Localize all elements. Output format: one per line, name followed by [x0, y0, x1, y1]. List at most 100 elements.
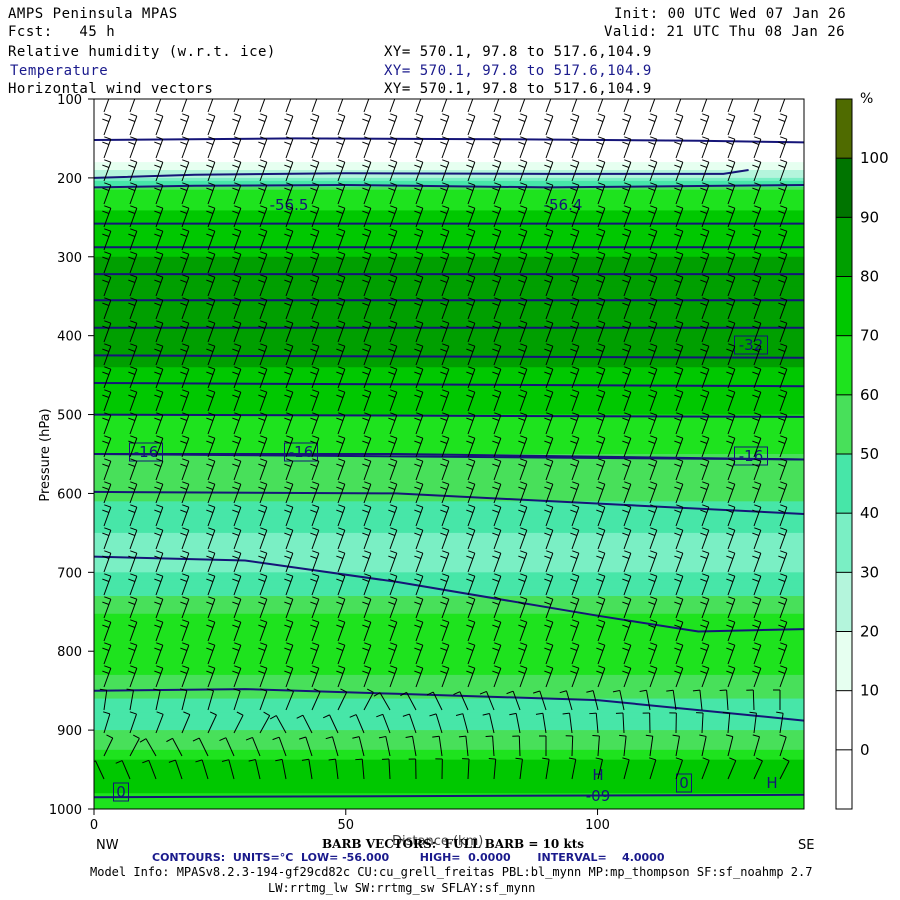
wind-barb	[518, 366, 528, 389]
wind-barb-flag	[699, 734, 707, 737]
wind-barb-flag	[466, 601, 474, 605]
wind-barb	[180, 642, 190, 665]
wind-barb-flag	[286, 297, 294, 301]
wind-barb	[622, 550, 632, 573]
wind-barb-staff	[753, 369, 762, 389]
wind-barb-staff	[259, 553, 268, 573]
wind-barb-flag	[648, 647, 656, 651]
wind-barb-flag	[206, 688, 214, 692]
wind-barb-flag	[388, 647, 396, 651]
wind-barb-staff	[727, 346, 736, 366]
wind-barb-staff	[415, 254, 424, 274]
wind-barb	[180, 458, 190, 481]
wind-barb-flag	[778, 233, 786, 237]
wind-barb-flag	[520, 182, 528, 186]
wind-barb-staff	[727, 736, 734, 757]
wind-barb-staff	[311, 668, 320, 688]
wind-barb	[466, 182, 476, 205]
wind-barb	[648, 113, 658, 136]
wind-barb-staff	[233, 484, 242, 504]
wind-barb	[310, 665, 320, 688]
wind-barb-flag	[518, 463, 526, 467]
wind-barb-staff	[467, 185, 476, 205]
wind-barb-staff	[545, 231, 554, 251]
wind-barb-flag	[598, 458, 606, 462]
wind-barb	[180, 550, 190, 573]
wind-barb-staff	[103, 300, 112, 320]
wind-barb-staff	[441, 622, 450, 642]
wind-barb	[310, 366, 320, 389]
wind-barb	[429, 713, 443, 734]
wind-barb-flag	[598, 481, 606, 485]
rh-band	[94, 349, 804, 356]
wind-barb	[180, 113, 190, 136]
wind-barb	[128, 596, 138, 619]
wind-barb-flag	[518, 348, 526, 352]
wind-barb-flag	[206, 348, 214, 352]
wind-barb	[126, 688, 134, 711]
wind-barb	[586, 690, 599, 711]
wind-barb-staff	[519, 392, 528, 412]
wind-barb-flag	[130, 343, 138, 347]
wind-barb-flag	[414, 256, 422, 260]
rh-band	[94, 461, 804, 471]
wind-barb-flag	[520, 159, 528, 163]
wind-barb	[440, 596, 450, 619]
wind-barb-flag	[102, 670, 110, 674]
wind-barb-staff	[311, 576, 320, 596]
wind-barb-flag	[208, 527, 216, 531]
wind-barb-flag	[364, 320, 372, 324]
wind-barb-flag	[494, 504, 502, 508]
wind-barb-staff	[467, 277, 476, 297]
wind-barb-flag	[546, 504, 554, 508]
wind-barb-flag	[624, 228, 632, 232]
wind-barb-staff	[103, 99, 110, 113]
wind-barb	[388, 389, 398, 412]
wind-barb-flag	[700, 440, 708, 444]
wind-barb-flag	[570, 348, 578, 352]
rh-band	[94, 406, 804, 416]
wind-barb-staff	[129, 507, 138, 527]
rh-band	[94, 146, 804, 163]
wind-barb-flag	[562, 712, 570, 715]
wind-barb-flag	[338, 481, 346, 485]
wind-barb-staff	[285, 369, 294, 389]
wind-barb-staff	[779, 736, 787, 757]
wind-barb-flag	[520, 435, 528, 439]
wind-barb-staff	[675, 231, 684, 251]
wind-barb-flag	[442, 573, 450, 577]
wind-barb	[336, 251, 346, 274]
wind-barb-flag	[778, 509, 786, 513]
wind-barb-staff	[753, 461, 762, 481]
wind-barb	[778, 251, 788, 274]
wind-barb-flag	[518, 233, 526, 237]
colorbar-tick-label: 50	[860, 445, 879, 463]
wind-barb	[195, 759, 209, 780]
wind-barb	[619, 734, 627, 757]
contour-label: -32	[734, 335, 768, 355]
wind-barb-flag	[482, 713, 490, 716]
wind-barb	[752, 642, 762, 665]
wind-barb-flag	[726, 210, 734, 214]
rh-band	[94, 730, 804, 741]
wind-barb-flag	[700, 417, 708, 421]
wind-barb	[726, 573, 736, 596]
wind-barb-flag	[596, 210, 604, 214]
wind-barb	[752, 274, 762, 297]
wind-barb-flag	[676, 412, 684, 416]
wind-barb-flag	[754, 458, 762, 462]
wind-barb-flag	[312, 182, 320, 186]
wind-barb-staff	[311, 484, 320, 504]
wind-barb-staff	[675, 99, 682, 113]
wind-barb-flag	[624, 550, 632, 554]
wind-barb	[544, 343, 554, 366]
wind-barb-flag	[778, 256, 786, 260]
wind-barb	[544, 458, 554, 481]
wind-barb-flag	[234, 136, 242, 140]
wind-barb-staff	[155, 116, 164, 136]
wind-barb	[778, 343, 788, 366]
wind-barb-flag	[310, 394, 318, 398]
wind-barb-flag	[299, 736, 306, 740]
wind-barb-staff	[515, 713, 521, 734]
wind-barb	[258, 504, 268, 527]
